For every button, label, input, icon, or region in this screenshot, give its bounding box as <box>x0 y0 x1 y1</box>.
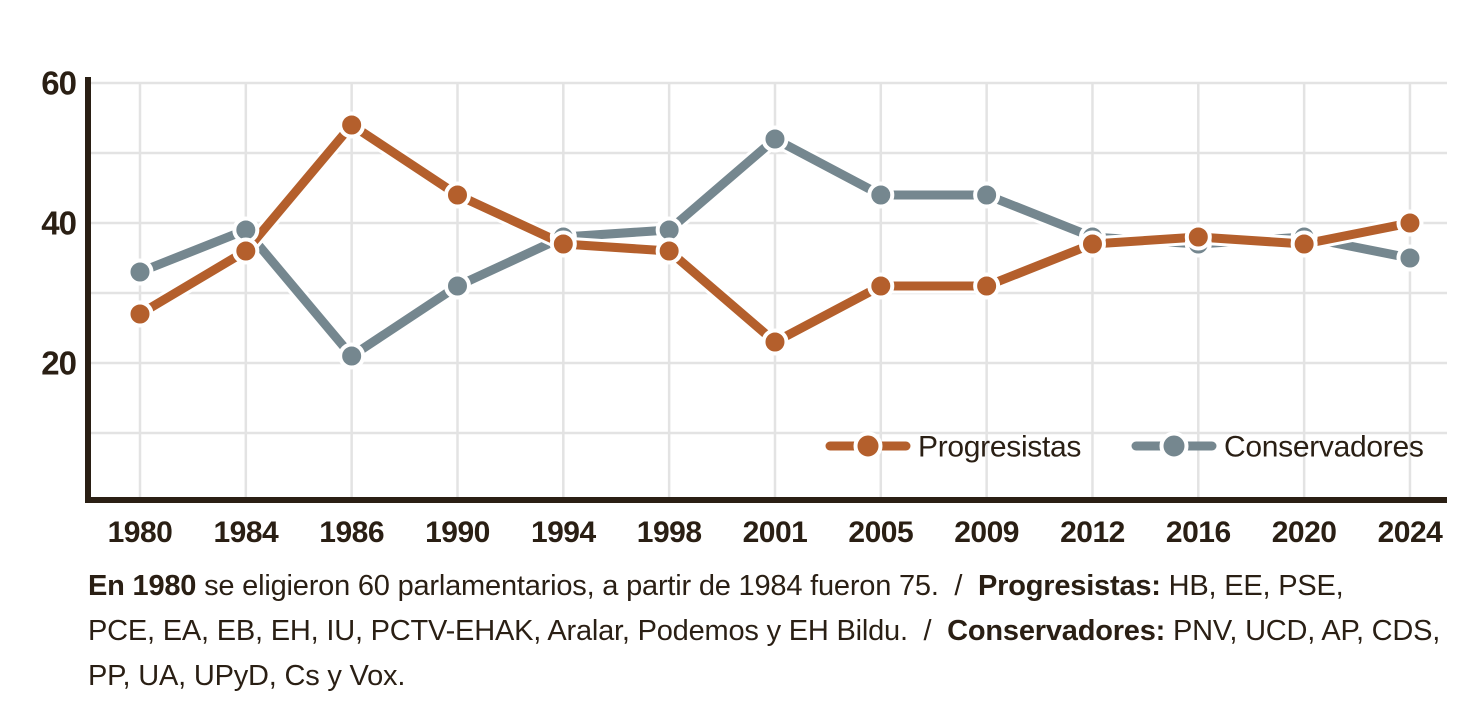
footnote-segment: HB, EE, PSE, <box>1160 570 1344 602</box>
data-point-progresistas-2009 <box>973 272 1001 300</box>
x-tick-label-2009: 2009 <box>954 516 1019 549</box>
y-tick-label-20: 20 <box>41 345 76 382</box>
footnote: En 1980 se eligieron 60 parlamentarios, … <box>88 564 1460 699</box>
x-tick-label-2012: 2012 <box>1060 516 1125 549</box>
x-tick-label-1984: 1984 <box>213 516 279 549</box>
footnote-segment: PNV, UCD, AP, CDS, <box>1165 615 1441 647</box>
legend-label-conservadores: Conservadores <box>1224 431 1424 464</box>
data-point-conservadores-2005 <box>867 181 895 209</box>
y-tick-label-60: 60 <box>41 65 76 102</box>
data-point-progresistas-1984 <box>232 237 260 265</box>
data-point-progresistas-2016 <box>1184 223 1212 251</box>
legend-item-conservadores: Conservadores <box>1131 431 1424 464</box>
data-point-progresistas-1980 <box>126 300 154 328</box>
data-point-conservadores-2009 <box>973 181 1001 209</box>
data-point-conservadores-1980 <box>126 258 154 286</box>
legend-label-progresistas: Progresistas <box>918 431 1081 464</box>
data-point-progresistas-2024 <box>1396 209 1424 237</box>
data-point-conservadores-2001 <box>761 125 789 153</box>
x-tick-label-1994: 1994 <box>531 516 597 549</box>
y-tick-label-40: 40 <box>41 205 76 242</box>
x-tick-label-1990: 1990 <box>425 516 490 549</box>
x-tick-label-1980: 1980 <box>108 516 173 549</box>
legend-item-progresistas: Progresistas <box>825 431 1081 464</box>
data-point-progresistas-2005 <box>867 272 895 300</box>
data-point-progresistas-1998 <box>655 237 683 265</box>
x-tick-label-2020: 2020 <box>1272 516 1337 549</box>
x-tick-label-1986: 1986 <box>319 516 384 549</box>
data-point-progresistas-2012 <box>1078 230 1106 258</box>
footnote-line: En 1980 se eligieron 60 parlamentarios, … <box>88 564 1460 609</box>
x-tick-label-2016: 2016 <box>1166 516 1231 549</box>
data-point-progresistas-1994 <box>549 230 577 258</box>
footnote-segment: Conservadores: <box>947 615 1166 647</box>
data-point-conservadores-1986 <box>338 342 366 370</box>
footnote-line: PP, UA, UPyD, Cs y Vox. <box>88 654 1460 699</box>
legend-marker-dot <box>1159 431 1189 461</box>
data-point-conservadores-1990 <box>443 272 471 300</box>
footnote-segment: Progresistas: <box>978 570 1161 602</box>
legend-marker-dot <box>853 431 883 461</box>
data-point-progresistas-2020 <box>1290 230 1318 258</box>
data-point-conservadores-2024 <box>1396 244 1424 272</box>
x-tick-label-2024: 2024 <box>1378 516 1444 549</box>
data-point-progresistas-1990 <box>443 181 471 209</box>
data-point-progresistas-1986 <box>338 111 366 139</box>
x-tick-label-2005: 2005 <box>848 516 913 549</box>
x-tick-label-2001: 2001 <box>743 516 808 549</box>
footnote-segment: PP, UA, UPyD, Cs y Vox. <box>88 660 406 692</box>
data-point-progresistas-2001 <box>761 328 789 356</box>
footnote-segment: En 1980 <box>88 570 197 602</box>
footnote-line: PCE, EA, EB, EH, IU, PCTV-EHAK, Aralar, … <box>88 609 1460 654</box>
footnote-segment: se eligieron 60 parlamentarios, a partir… <box>196 570 978 602</box>
x-tick-label-1998: 1998 <box>637 516 702 549</box>
footnote-segment: PCE, EA, EB, EH, IU, PCTV-EHAK, Aralar, … <box>88 615 948 647</box>
line-chart-svg: 20 40 60 1980 1984 1986 1990 1994 1998 2001 2005 20… <box>41 65 1447 549</box>
